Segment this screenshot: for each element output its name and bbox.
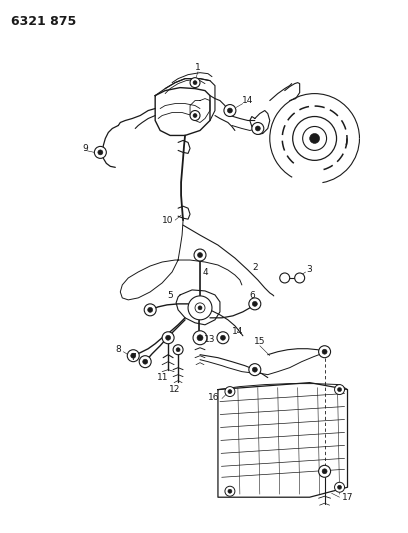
Text: 14: 14 <box>242 96 253 105</box>
Circle shape <box>193 80 197 85</box>
Circle shape <box>220 335 226 340</box>
Circle shape <box>197 335 203 341</box>
Text: 6321 875: 6321 875 <box>11 15 76 28</box>
Circle shape <box>228 390 232 393</box>
Text: 16: 16 <box>208 393 220 402</box>
Text: 2: 2 <box>252 263 257 272</box>
Circle shape <box>322 469 327 474</box>
Circle shape <box>217 332 229 344</box>
Circle shape <box>335 385 344 394</box>
Circle shape <box>225 386 235 397</box>
Circle shape <box>195 303 205 313</box>
Circle shape <box>148 308 153 312</box>
Circle shape <box>255 126 260 131</box>
Text: 17: 17 <box>342 492 353 502</box>
Circle shape <box>166 335 171 340</box>
Circle shape <box>280 273 290 283</box>
Circle shape <box>227 108 233 113</box>
Circle shape <box>173 345 183 354</box>
Circle shape <box>303 126 326 150</box>
Circle shape <box>249 298 261 310</box>
Circle shape <box>252 301 257 306</box>
Circle shape <box>139 356 151 368</box>
Text: 6: 6 <box>249 292 255 301</box>
Circle shape <box>335 482 344 492</box>
Circle shape <box>224 104 236 117</box>
Text: 1: 1 <box>195 63 201 72</box>
Text: 8: 8 <box>115 345 121 354</box>
Circle shape <box>322 349 327 354</box>
Text: 7: 7 <box>131 353 136 362</box>
Circle shape <box>94 147 106 158</box>
Circle shape <box>188 296 212 320</box>
Text: 11: 11 <box>157 373 169 382</box>
Circle shape <box>197 253 202 257</box>
Text: 4: 4 <box>202 269 208 278</box>
Circle shape <box>98 150 103 155</box>
Circle shape <box>295 273 305 283</box>
Text: 3: 3 <box>307 265 313 274</box>
Circle shape <box>190 110 200 120</box>
Circle shape <box>225 486 235 496</box>
Circle shape <box>319 346 330 358</box>
Circle shape <box>131 353 136 358</box>
Circle shape <box>127 350 139 362</box>
Circle shape <box>252 123 264 134</box>
Circle shape <box>293 117 337 160</box>
Text: 15: 15 <box>254 337 266 346</box>
Circle shape <box>198 306 202 310</box>
Text: 10: 10 <box>162 216 174 224</box>
Circle shape <box>193 331 207 345</box>
Circle shape <box>252 367 257 372</box>
Circle shape <box>193 114 197 117</box>
Circle shape <box>144 304 156 316</box>
Circle shape <box>176 348 180 352</box>
Text: 13: 13 <box>204 335 216 344</box>
Circle shape <box>190 78 200 87</box>
Text: 14: 14 <box>232 327 244 336</box>
Circle shape <box>337 485 341 489</box>
Text: 12: 12 <box>169 385 181 394</box>
Circle shape <box>319 465 330 477</box>
Circle shape <box>143 359 148 364</box>
Circle shape <box>228 489 232 493</box>
Text: 5: 5 <box>167 292 173 301</box>
Text: 9: 9 <box>82 144 88 153</box>
Circle shape <box>249 364 261 376</box>
Circle shape <box>162 332 174 344</box>
Circle shape <box>194 249 206 261</box>
Circle shape <box>337 387 341 392</box>
Circle shape <box>310 133 319 143</box>
